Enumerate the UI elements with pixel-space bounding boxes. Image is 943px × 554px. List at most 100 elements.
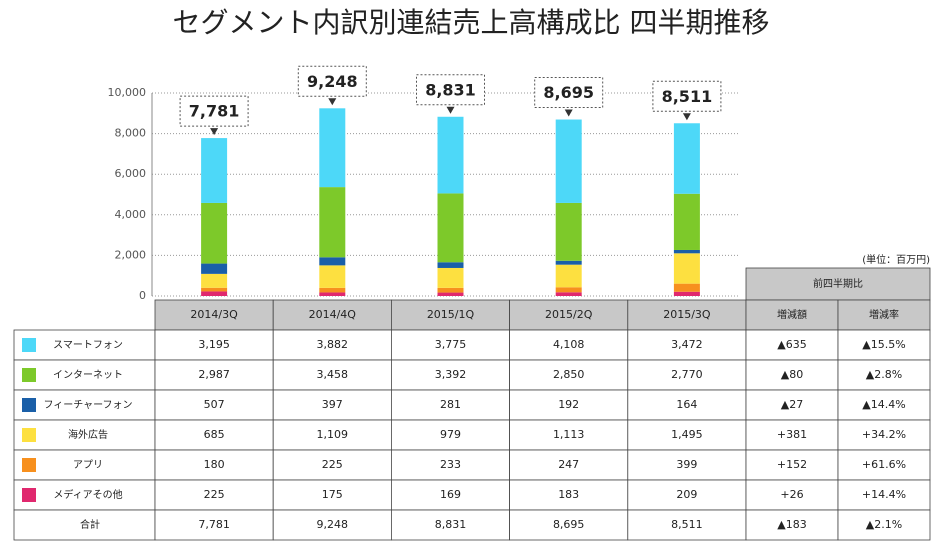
table-value: 3,775: [435, 338, 467, 351]
callout-pointer: [210, 128, 219, 136]
table-value: 169: [440, 488, 461, 501]
row-label-cell: [13, 329, 156, 361]
change-cell: [745, 419, 839, 451]
callout-pointer: [682, 113, 691, 121]
bar-segment: [437, 292, 464, 296]
x-tick-label: 2015/2Q: [545, 308, 593, 321]
table-value: 209: [676, 488, 697, 501]
legend-swatch: [22, 428, 36, 442]
y-tick-label: 10,000: [108, 86, 147, 99]
legend-swatch: [22, 368, 36, 382]
callout-label: 8,511: [662, 87, 713, 106]
table-value: 164: [676, 398, 697, 411]
value-cell: [509, 359, 629, 391]
table-value: 3,195: [198, 338, 230, 351]
change-cell: [745, 329, 839, 361]
bar-segment: [319, 292, 346, 296]
value-cell: [509, 509, 629, 541]
value-cell: [272, 449, 392, 481]
change-cell: [837, 449, 931, 481]
bar-segment: [673, 291, 700, 296]
bar-segment: [437, 262, 464, 268]
bar-segment: [437, 193, 464, 263]
callout-label: 8,831: [425, 80, 476, 99]
table-value: 175: [322, 488, 343, 501]
table-value: 225: [322, 458, 343, 471]
callout-pointer: [328, 98, 337, 106]
bar-segment: [673, 283, 700, 292]
callout-box: [534, 77, 604, 109]
change-value: +152: [777, 458, 807, 471]
change-value: ▲635: [777, 338, 806, 351]
change-value: ▲183: [777, 518, 806, 531]
bar-segment: [555, 260, 582, 265]
y-tick-label: 0: [139, 289, 146, 302]
change-cell: [837, 389, 931, 421]
callout-box: [652, 80, 722, 112]
table-value: 2,987: [198, 368, 230, 381]
change-value: ▲2.8%: [866, 368, 902, 381]
bar-segment: [319, 257, 346, 266]
table-value: 2,850: [553, 368, 585, 381]
table-value: 233: [440, 458, 461, 471]
callout-label: 7,781: [189, 102, 240, 121]
change-cell: [837, 479, 931, 511]
legend-label: アプリ: [73, 459, 103, 471]
value-cell: [272, 359, 392, 391]
row-label-cell: [13, 509, 156, 541]
value-cell: [509, 329, 629, 361]
bar-segment: [319, 108, 346, 188]
table-value: 685: [204, 428, 225, 441]
bar-segment: [201, 291, 228, 296]
y-tick-label: 2,000: [115, 248, 147, 261]
value-cell: [154, 389, 274, 421]
table-value: 225: [204, 488, 225, 501]
bar-segment: [673, 253, 700, 284]
table-value: 192: [558, 398, 579, 411]
value-cell: [509, 449, 629, 481]
bar-segment: [319, 287, 346, 293]
y-tick-label: 6,000: [115, 167, 147, 180]
callout-label: 9,248: [307, 72, 358, 91]
y-tick-label: 8,000: [115, 127, 147, 140]
change-cell: [837, 329, 931, 361]
bar-segment: [555, 287, 582, 293]
y-tick-label: 4,000: [115, 208, 147, 221]
bar-segment: [437, 287, 464, 293]
change-cell: [745, 359, 839, 391]
legend-swatch: [22, 488, 36, 502]
value-cell: [390, 509, 510, 541]
x-tick-label: 2014/4Q: [309, 308, 357, 321]
table-value: 183: [558, 488, 579, 501]
table-value: 7,781: [198, 518, 230, 531]
bar-segment: [201, 263, 228, 274]
chart-title: セグメント内訳別連結売上高構成比 四半期推移: [173, 6, 770, 39]
bar-segment: [555, 292, 582, 296]
legend-label: スマートフォン: [53, 340, 123, 351]
table-value: 8,511: [671, 518, 703, 531]
callout-box: [297, 65, 367, 97]
bar-segment: [201, 202, 228, 264]
table-value: 3,458: [317, 368, 349, 381]
table-value: 507: [204, 398, 225, 411]
table-value: 8,695: [553, 518, 585, 531]
change-cell: [837, 359, 931, 391]
bar-segment: [673, 193, 700, 250]
value-cell: [627, 479, 747, 511]
legend-label: メディアその他: [53, 488, 122, 501]
change-value: +61.6%: [862, 458, 906, 471]
value-cell: [627, 419, 747, 451]
change-value: ▲27: [781, 398, 803, 411]
change-value: ▲15.5%: [862, 338, 905, 351]
callout-pointer: [564, 109, 573, 117]
legend-label: インターネット: [53, 369, 123, 381]
row-label-cell: [13, 359, 156, 391]
bar-segment: [555, 202, 582, 261]
change-value: +34.2%: [862, 428, 906, 441]
change-column-label: 増減率: [869, 308, 899, 321]
bar-segment: [437, 116, 464, 194]
unit-note: (単位：百万円): [862, 253, 930, 266]
table-value: 281: [440, 398, 461, 411]
callout-box: [416, 74, 485, 106]
